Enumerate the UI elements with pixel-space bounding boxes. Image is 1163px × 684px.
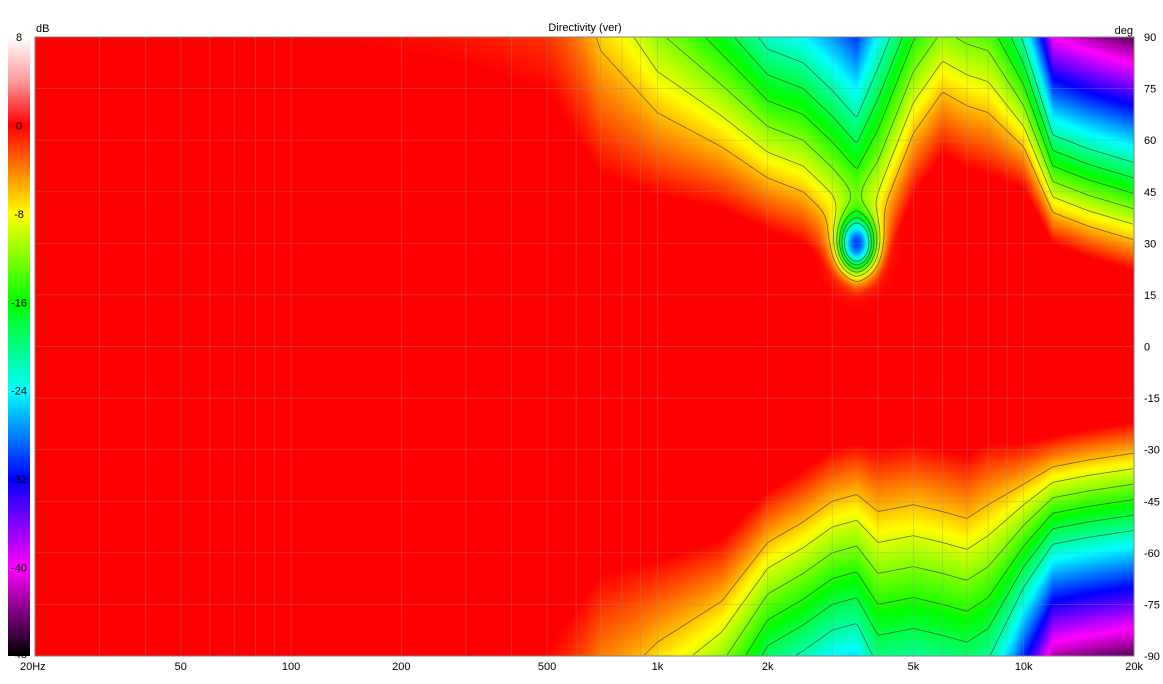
contour-lines bbox=[596, 37, 1134, 656]
contour-line bbox=[734, 37, 1134, 656]
heatmap-image bbox=[35, 37, 1134, 656]
x-tick-label: 50 bbox=[175, 661, 187, 673]
colorbar bbox=[8, 37, 30, 656]
x-tick-label: 500 bbox=[538, 661, 556, 673]
grid-lines bbox=[35, 37, 1134, 656]
colorbar-tick-label: 8 bbox=[16, 32, 22, 44]
y-tick-label: 30 bbox=[1144, 238, 1156, 250]
colorbar-unit-label: dB bbox=[36, 23, 49, 35]
y-tick-label: 0 bbox=[1144, 342, 1150, 354]
x-axis-ticks: 20Hz 50 100 200 500 1k 2k 5k 10k 20k bbox=[20, 661, 1143, 673]
colorbar-tick-label: 0 bbox=[16, 120, 22, 132]
x-tick-label: 100 bbox=[282, 661, 300, 673]
y-tick-label: -75 bbox=[1144, 599, 1160, 611]
y-tick-label: -30 bbox=[1144, 445, 1160, 457]
y-unit-label: deg bbox=[1115, 25, 1133, 37]
y-tick-label: -45 bbox=[1144, 496, 1160, 508]
colorbar-tick-label: -40 bbox=[11, 563, 27, 575]
plot-frame bbox=[34, 36, 1135, 657]
y-tick-label: 90 bbox=[1144, 32, 1156, 44]
x-tick-label: 20k bbox=[1125, 661, 1143, 673]
x-tick-label: 10k bbox=[1015, 661, 1033, 673]
contour-line bbox=[596, 37, 1134, 656]
x-tick-label: 200 bbox=[392, 661, 410, 673]
x-tick-label: 2k bbox=[762, 661, 774, 673]
contour-line bbox=[758, 37, 1134, 656]
x-tick-label: 1k bbox=[652, 661, 664, 673]
y-axis-ticks: 90 75 60 45 30 15 0 -15 -30 -45 -60 -75 -90 bbox=[1144, 32, 1160, 663]
contour-line bbox=[705, 37, 1134, 656]
contour-line bbox=[634, 37, 1134, 656]
y-tick-label: -60 bbox=[1144, 548, 1160, 560]
y-tick-label: -15 bbox=[1144, 393, 1160, 405]
chart-title: Directivity (ver) bbox=[548, 22, 621, 34]
y-tick-label: -90 bbox=[1144, 651, 1160, 663]
x-tick-label: 5k bbox=[908, 661, 920, 673]
colorbar-tick-label: -16 bbox=[11, 297, 27, 309]
y-tick-label: 45 bbox=[1144, 187, 1156, 199]
y-tick-label: 75 bbox=[1144, 84, 1156, 96]
y-tick-label: 15 bbox=[1144, 290, 1156, 302]
colorbar-ticks: 8 0 -8 -16 -24 -32 -40 -48 bbox=[11, 32, 27, 661]
colorbar-tick-label: -32 bbox=[11, 474, 27, 486]
x-tick-label: 20Hz bbox=[20, 661, 46, 673]
colorbar-tick-label: -24 bbox=[11, 386, 27, 398]
contour-line bbox=[666, 37, 1134, 656]
colorbar-tick-label: -8 bbox=[14, 209, 24, 221]
colorbar-tick-label: -48 bbox=[11, 649, 27, 661]
heatmap bbox=[35, 37, 1134, 656]
y-tick-label: 60 bbox=[1144, 135, 1156, 147]
